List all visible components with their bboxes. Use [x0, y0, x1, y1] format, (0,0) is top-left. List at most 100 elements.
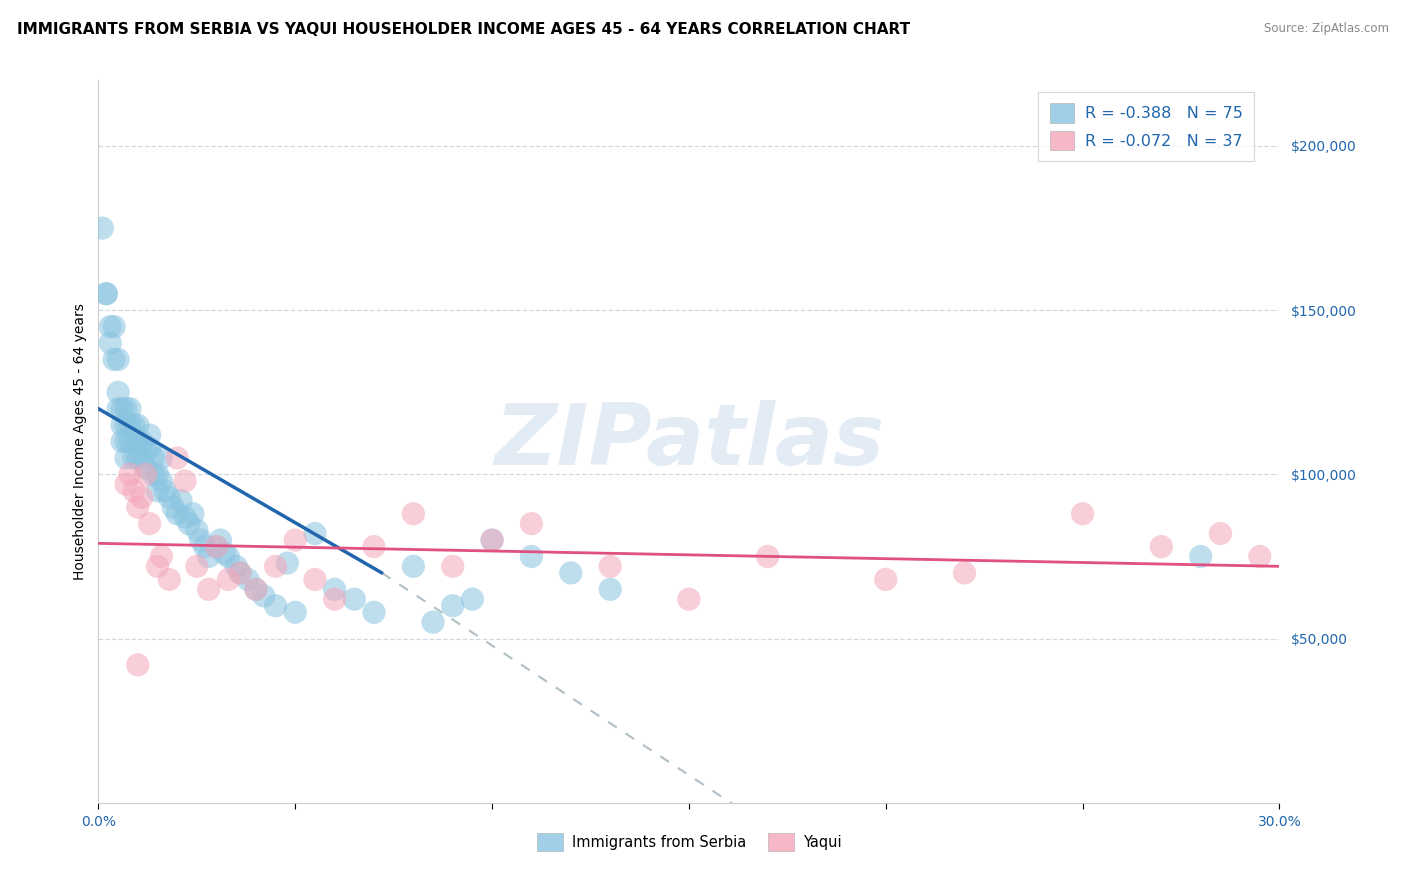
Point — [103, 352, 125, 367]
Point — [127, 418, 149, 433]
Point — [1189, 549, 1212, 564]
Point — [150, 450, 173, 465]
Point — [197, 582, 219, 597]
Point — [157, 573, 180, 587]
Point — [131, 450, 153, 465]
Point — [118, 401, 141, 416]
Point — [214, 546, 236, 560]
Point — [599, 582, 621, 597]
Point — [142, 450, 165, 465]
Point — [264, 559, 287, 574]
Point — [146, 483, 169, 498]
Point — [520, 549, 543, 564]
Point — [122, 483, 145, 498]
Point — [205, 540, 228, 554]
Point — [157, 491, 180, 505]
Point — [209, 533, 232, 547]
Point — [155, 483, 177, 498]
Point — [131, 491, 153, 505]
Point — [91, 221, 114, 235]
Point — [166, 507, 188, 521]
Point — [166, 450, 188, 465]
Point — [284, 533, 307, 547]
Point — [135, 460, 157, 475]
Point — [115, 450, 138, 465]
Point — [111, 418, 134, 433]
Point — [186, 523, 208, 537]
Point — [135, 467, 157, 482]
Point — [135, 441, 157, 455]
Point — [343, 592, 366, 607]
Point — [138, 516, 160, 531]
Legend: Immigrants from Serbia, Yaqui: Immigrants from Serbia, Yaqui — [530, 828, 848, 857]
Point — [150, 549, 173, 564]
Point — [363, 605, 385, 619]
Point — [115, 434, 138, 449]
Point — [98, 319, 121, 334]
Point — [253, 589, 276, 603]
Point — [96, 286, 118, 301]
Point — [150, 474, 173, 488]
Point — [461, 592, 484, 607]
Point — [599, 559, 621, 574]
Point — [236, 573, 259, 587]
Point — [181, 507, 204, 521]
Point — [98, 336, 121, 351]
Point — [363, 540, 385, 554]
Point — [402, 559, 425, 574]
Point — [422, 615, 444, 630]
Point — [107, 401, 129, 416]
Point — [142, 467, 165, 482]
Point — [304, 573, 326, 587]
Point — [111, 401, 134, 416]
Point — [441, 559, 464, 574]
Point — [96, 286, 118, 301]
Point — [107, 385, 129, 400]
Point — [118, 467, 141, 482]
Point — [107, 352, 129, 367]
Point — [174, 474, 197, 488]
Point — [122, 434, 145, 449]
Point — [678, 592, 700, 607]
Point — [186, 559, 208, 574]
Point — [225, 559, 247, 574]
Point — [245, 582, 267, 597]
Point — [402, 507, 425, 521]
Point — [229, 566, 252, 580]
Point — [131, 434, 153, 449]
Point — [1071, 507, 1094, 521]
Point — [1150, 540, 1173, 554]
Point — [481, 533, 503, 547]
Point — [284, 605, 307, 619]
Text: IMMIGRANTS FROM SERBIA VS YAQUI HOUSEHOLDER INCOME AGES 45 - 64 YEARS CORRELATIO: IMMIGRANTS FROM SERBIA VS YAQUI HOUSEHOL… — [17, 22, 910, 37]
Point — [1209, 526, 1232, 541]
Point — [162, 500, 184, 515]
Point — [190, 533, 212, 547]
Point — [122, 418, 145, 433]
Point — [194, 540, 217, 554]
Point — [122, 450, 145, 465]
Point — [174, 510, 197, 524]
Point — [304, 526, 326, 541]
Point — [875, 573, 897, 587]
Point — [560, 566, 582, 580]
Point — [118, 434, 141, 449]
Point — [111, 434, 134, 449]
Point — [146, 559, 169, 574]
Text: Source: ZipAtlas.com: Source: ZipAtlas.com — [1264, 22, 1389, 36]
Y-axis label: Householder Income Ages 45 - 64 years: Householder Income Ages 45 - 64 years — [73, 303, 87, 580]
Point — [115, 401, 138, 416]
Point — [170, 493, 193, 508]
Point — [138, 441, 160, 455]
Point — [229, 566, 252, 580]
Point — [177, 516, 200, 531]
Point — [217, 549, 239, 564]
Point — [118, 418, 141, 433]
Point — [520, 516, 543, 531]
Point — [245, 582, 267, 597]
Point — [1249, 549, 1271, 564]
Point — [441, 599, 464, 613]
Point — [217, 573, 239, 587]
Point — [481, 533, 503, 547]
Point — [953, 566, 976, 580]
